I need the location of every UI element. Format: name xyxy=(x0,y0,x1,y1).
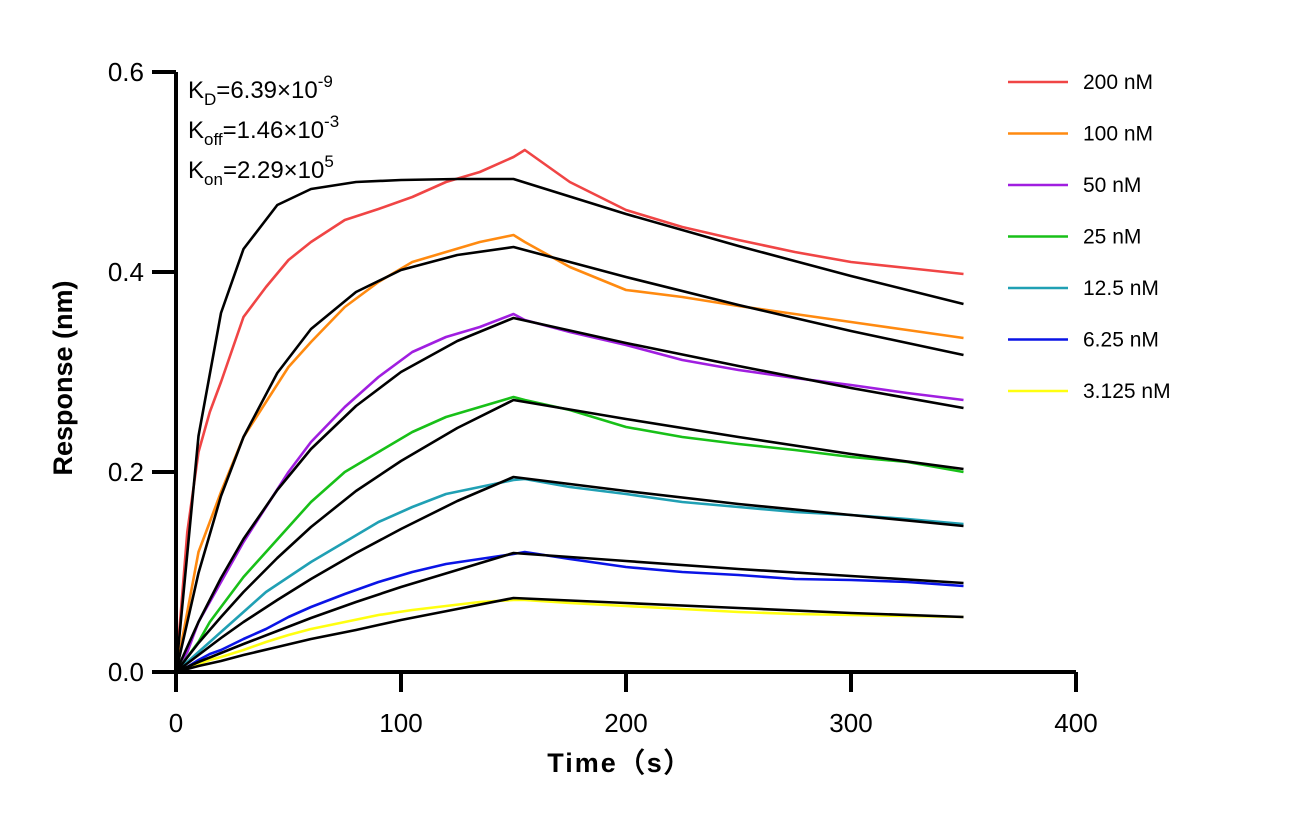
constant-symbol: K xyxy=(188,77,204,104)
legend-label: 3.125 nM xyxy=(1083,380,1171,403)
legend-item: 12.5 nM xyxy=(1008,277,1159,300)
legend-item: 3.125 nM xyxy=(1008,380,1171,403)
legend: 200 nM 100 nM 50 nM 25 nM 12.5 nM 6.25 nM 3.12… xyxy=(1008,71,1171,403)
x-tick-label: 300 xyxy=(829,708,872,738)
constant-exponent: -9 xyxy=(318,72,333,91)
constant-subscript: on xyxy=(204,170,223,189)
legend-label: 6.25 nM xyxy=(1083,329,1159,352)
y-tick-label: 0.4 xyxy=(108,257,144,287)
series-layer xyxy=(174,148,964,674)
x-tick-label: 100 xyxy=(379,708,422,738)
constant-exponent: 5 xyxy=(324,152,333,171)
fit-line-200-nM xyxy=(174,177,964,673)
constant-value: =6.39×10 xyxy=(216,77,317,104)
constant-symbol: K xyxy=(188,157,204,184)
constant-value: =2.29×10 xyxy=(223,157,324,184)
legend-label: 50 nM xyxy=(1083,174,1141,197)
series-line-50-nM xyxy=(174,312,964,673)
constant-symbol: K xyxy=(188,117,204,144)
legend-label: 12.5 nM xyxy=(1083,277,1159,300)
constant-subscript: off xyxy=(204,130,223,149)
legend-label: 200 nM xyxy=(1083,71,1153,94)
legend-item: 25 nM xyxy=(1008,226,1141,249)
fit-line-6-25-nM xyxy=(175,551,964,674)
fit-line-25-nM xyxy=(174,398,964,673)
fit-line-3-125-nM xyxy=(175,596,964,674)
kinetic-constant-off: Koff=1.46×10-3 xyxy=(188,112,339,149)
x-axis-title: Time（s） xyxy=(547,748,693,778)
legend-label: 100 nM xyxy=(1083,123,1153,146)
legend-label: 25 nM xyxy=(1083,226,1141,249)
legend-item: 100 nM xyxy=(1008,123,1153,146)
legend-item: 50 nM xyxy=(1008,174,1141,197)
kinetic-constant-D: KD=6.39×10-9 xyxy=(188,72,333,109)
constant-exponent: -3 xyxy=(324,112,339,131)
y-tick-label: 0.6 xyxy=(108,57,144,87)
fit-line-50-nM xyxy=(174,316,964,673)
series-line-200-nM xyxy=(174,148,964,673)
constant-value: =1.46×10 xyxy=(223,117,324,144)
y-tick-label: 0.0 xyxy=(108,657,144,687)
series-line-6-25-nM xyxy=(175,550,964,674)
y-axis-title: Response (nm) xyxy=(48,280,78,475)
series-line-25-nM xyxy=(174,395,964,673)
y-tick-label: 0.2 xyxy=(108,457,144,487)
legend-item: 6.25 nM xyxy=(1008,329,1159,352)
x-tick-label: 400 xyxy=(1054,708,1097,738)
kinetic-constant-on: Kon=2.29×105 xyxy=(188,152,334,189)
fit-line-100-nM xyxy=(174,245,964,673)
x-tick-label: 0 xyxy=(169,708,183,738)
constant-subscript: D xyxy=(204,90,216,109)
legend-item: 200 nM xyxy=(1008,71,1153,94)
series-line-12-5-nM xyxy=(175,477,964,673)
x-tick-label: 200 xyxy=(604,708,647,738)
series-line-3-125-nM xyxy=(175,598,964,674)
axes: 0.0 0.2 0.4 0.6 0 100 200 300 400 xyxy=(108,57,1098,738)
fit-line-12-5-nM xyxy=(175,475,964,674)
